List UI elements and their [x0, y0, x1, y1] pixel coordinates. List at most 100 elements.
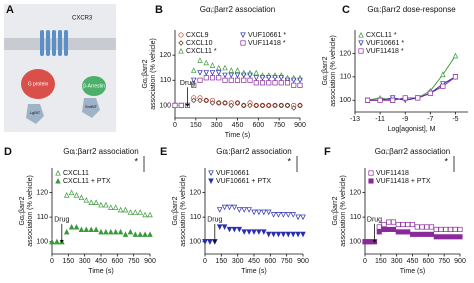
- data-point: [447, 234, 454, 240]
- data-point: [419, 224, 425, 230]
- data-point: [440, 83, 446, 89]
- data-point: [280, 212, 287, 218]
- x-tick-label: 300: [79, 258, 91, 265]
- x-tick-label: 0: [203, 258, 207, 265]
- data-point: [285, 231, 292, 238]
- data-point: [172, 102, 178, 108]
- data-point: [203, 70, 210, 76]
- data-point: [427, 90, 433, 96]
- x-tick-label: 600: [111, 258, 123, 265]
- y-tick-label: 100: [159, 102, 171, 109]
- data-point: [63, 192, 70, 198]
- legend-label: CXCL11 *: [366, 32, 397, 39]
- data-point: [93, 226, 99, 232]
- panel-letter: D: [4, 146, 12, 158]
- data-point: [402, 95, 408, 101]
- x-tick-label: 900: [144, 258, 156, 265]
- data-point: [297, 102, 303, 109]
- x-tick-label: 450: [407, 258, 419, 265]
- data-point: [291, 82, 297, 88]
- g-protein-label: G protein: [28, 81, 49, 87]
- x-tick-label: 600: [252, 122, 264, 129]
- chart-title: Gαᵢ:βarr2 association: [63, 147, 138, 156]
- data-point: [234, 67, 241, 73]
- x-axis-label: Time (s): [88, 268, 113, 275]
- y-tick-label: 120: [36, 189, 48, 196]
- x-tick-label: 150: [375, 258, 387, 265]
- y-axis-label: association (% vehicle): [330, 35, 337, 107]
- data-point: [386, 226, 392, 232]
- data-point: [246, 229, 252, 235]
- data-point: [240, 72, 247, 79]
- data-point: [300, 214, 306, 221]
- data-point: [428, 224, 435, 230]
- data-point: [88, 226, 94, 232]
- data-point: [270, 231, 277, 238]
- data-point: [98, 201, 104, 208]
- data-point: [253, 69, 260, 76]
- data-point: [68, 189, 75, 196]
- legend-label: VUF11418 *: [366, 48, 404, 55]
- data-point: [234, 72, 241, 79]
- data-point: [424, 224, 430, 230]
- data-point: [122, 231, 129, 237]
- data-point: [137, 209, 143, 215]
- data-point: [231, 226, 238, 233]
- data-point: [222, 77, 228, 83]
- data-point: [452, 234, 458, 240]
- panel-letter: E: [160, 146, 167, 158]
- legend-marker: [55, 170, 61, 176]
- data-point: [395, 229, 401, 235]
- data-point: [215, 70, 222, 76]
- x-tick-label: -13: [350, 116, 360, 123]
- y-axis-label: Gαᵢ:βarr2: [142, 59, 149, 88]
- data-point: [228, 72, 235, 79]
- legend-label: VUF11418 *: [248, 40, 286, 47]
- legend-label: CXCL10: [186, 40, 213, 47]
- x-tick-label: 150: [215, 258, 227, 265]
- x-tick-label: 300: [391, 258, 403, 265]
- data-point: [272, 80, 278, 86]
- data-point: [93, 199, 99, 205]
- data-point: [405, 221, 411, 228]
- data-point: [253, 80, 259, 86]
- data-point: [226, 226, 233, 233]
- data-point: [190, 77, 197, 84]
- panel-letter: F: [324, 146, 331, 158]
- data-point: [191, 82, 197, 88]
- data-point: [272, 75, 278, 81]
- data-point: [419, 231, 425, 237]
- data-point: [215, 64, 222, 71]
- data-point: [127, 228, 134, 235]
- data-point: [236, 226, 243, 233]
- x-tick-label: 150: [190, 122, 202, 129]
- data-point: [405, 229, 411, 235]
- x-tick-label: 900: [297, 258, 309, 265]
- data-point: [222, 72, 228, 79]
- x-tick-label: 150: [62, 258, 74, 265]
- x-tick-label: 750: [128, 258, 140, 265]
- y-tick-label: 110: [160, 77, 171, 84]
- y-tick-label: 100: [189, 239, 201, 246]
- data-point: [247, 72, 253, 79]
- data-point: [400, 229, 406, 235]
- data-point: [253, 75, 260, 81]
- data-point: [409, 221, 416, 228]
- data-point: [400, 221, 406, 228]
- chart-panel: B Gαᵢ:βarr2 association Gαᵢ:βarr2 associati…: [142, 4, 306, 139]
- receptor-label: CXCR3: [72, 16, 93, 22]
- data-point: [216, 75, 222, 81]
- data-point: [390, 97, 396, 103]
- receptor: [40, 30, 68, 56]
- legend-marker: [358, 48, 364, 54]
- data-point: [295, 214, 301, 221]
- legend-label: VUF11418: [376, 170, 409, 177]
- legend-marker: [178, 48, 184, 54]
- x-tick-label: 450: [248, 258, 260, 265]
- drug-label: Drug: [367, 217, 382, 224]
- data-point: [290, 212, 296, 218]
- data-point: [142, 231, 148, 237]
- data-point: [241, 207, 247, 213]
- y-tick-label: 110: [190, 214, 201, 221]
